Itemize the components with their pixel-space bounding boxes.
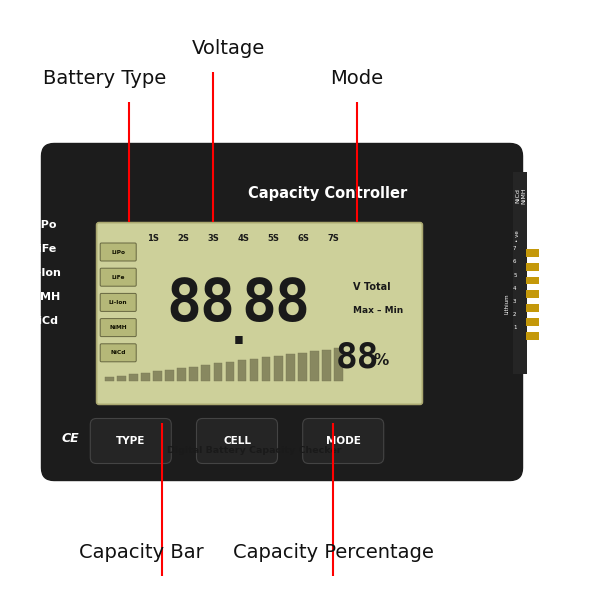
Text: Li-Ion: Li-Ion: [26, 268, 61, 278]
FancyBboxPatch shape: [303, 419, 384, 463]
Text: 1: 1: [513, 325, 517, 331]
Bar: [190, 367, 198, 381]
Bar: [526, 263, 539, 271]
Text: 4S: 4S: [237, 233, 249, 242]
Text: Lithium: Lithium: [505, 293, 509, 314]
FancyBboxPatch shape: [100, 344, 136, 362]
FancyBboxPatch shape: [100, 319, 136, 337]
Text: Max – Min: Max – Min: [353, 306, 403, 315]
Text: 3: 3: [513, 299, 517, 304]
Text: Capacity Percentage: Capacity Percentage: [233, 542, 433, 562]
Bar: [286, 354, 295, 381]
Bar: [526, 249, 539, 257]
Text: 6S: 6S: [297, 233, 309, 242]
Text: Mode: Mode: [331, 68, 383, 88]
Bar: [214, 364, 222, 381]
Text: Li-Ion: Li-Ion: [109, 300, 128, 305]
FancyBboxPatch shape: [97, 223, 422, 404]
Text: 2: 2: [513, 312, 517, 317]
Text: Battery Type: Battery Type: [43, 68, 167, 88]
Text: 5: 5: [513, 272, 517, 278]
Text: 88: 88: [336, 341, 379, 375]
Text: V Total: V Total: [353, 281, 391, 292]
Text: NiMH: NiMH: [26, 292, 60, 302]
FancyBboxPatch shape: [100, 268, 136, 286]
Text: 2S: 2S: [177, 233, 189, 242]
Text: LiPo: LiPo: [30, 220, 56, 230]
Bar: [178, 368, 186, 381]
Text: Capacity Bar: Capacity Bar: [79, 542, 203, 562]
Text: NiMH: NiMH: [109, 325, 127, 330]
Text: MODE: MODE: [326, 436, 361, 446]
FancyBboxPatch shape: [197, 419, 277, 463]
Bar: [322, 350, 331, 381]
Text: CE: CE: [62, 431, 80, 445]
Bar: [226, 362, 234, 381]
Text: 7: 7: [513, 246, 517, 251]
Bar: [250, 359, 259, 381]
Text: TYPE: TYPE: [116, 436, 145, 446]
Bar: [141, 373, 150, 381]
Bar: [298, 353, 307, 381]
Bar: [310, 351, 319, 381]
FancyBboxPatch shape: [100, 293, 136, 311]
Bar: [513, 172, 527, 374]
Bar: [153, 371, 162, 381]
FancyBboxPatch shape: [90, 419, 172, 463]
Text: 6: 6: [513, 259, 517, 265]
Text: 8: 8: [242, 276, 277, 333]
Text: 1S: 1S: [147, 233, 159, 242]
Text: 7S: 7S: [327, 233, 339, 242]
Text: 5S: 5S: [267, 233, 279, 242]
Text: NiCd: NiCd: [29, 316, 58, 326]
Text: NiMH: NiMH: [521, 188, 526, 204]
Bar: [238, 361, 247, 381]
Bar: [105, 377, 113, 381]
Bar: [165, 370, 174, 381]
Bar: [117, 376, 126, 381]
Text: • ve: • ve: [515, 230, 520, 242]
Text: 3S: 3S: [207, 233, 219, 242]
Bar: [202, 365, 210, 381]
Bar: [262, 357, 271, 381]
Text: Digital Battery Capacity Checker: Digital Battery Capacity Checker: [167, 446, 342, 455]
Bar: [274, 356, 283, 381]
Text: 8: 8: [200, 276, 235, 333]
Text: Voltage: Voltage: [191, 38, 265, 58]
Bar: [526, 318, 539, 326]
Text: NiCd: NiCd: [110, 350, 126, 355]
Text: CELL: CELL: [223, 436, 251, 446]
Bar: [526, 304, 539, 312]
Bar: [526, 277, 539, 284]
Text: 8: 8: [167, 276, 202, 333]
Text: 4: 4: [513, 286, 517, 291]
FancyBboxPatch shape: [41, 143, 523, 481]
Text: Capacity Controller: Capacity Controller: [248, 186, 407, 201]
Text: LiFe: LiFe: [31, 244, 56, 254]
Text: 8: 8: [275, 276, 310, 333]
Text: .: .: [231, 311, 247, 353]
Text: %: %: [374, 353, 389, 368]
Text: LiFe: LiFe: [112, 275, 125, 280]
Bar: [129, 374, 138, 381]
Text: NiCd: NiCd: [515, 188, 520, 203]
Bar: [334, 348, 343, 381]
FancyBboxPatch shape: [100, 243, 136, 261]
Bar: [526, 332, 539, 340]
Bar: [526, 290, 539, 298]
Text: LiPo: LiPo: [111, 250, 125, 254]
